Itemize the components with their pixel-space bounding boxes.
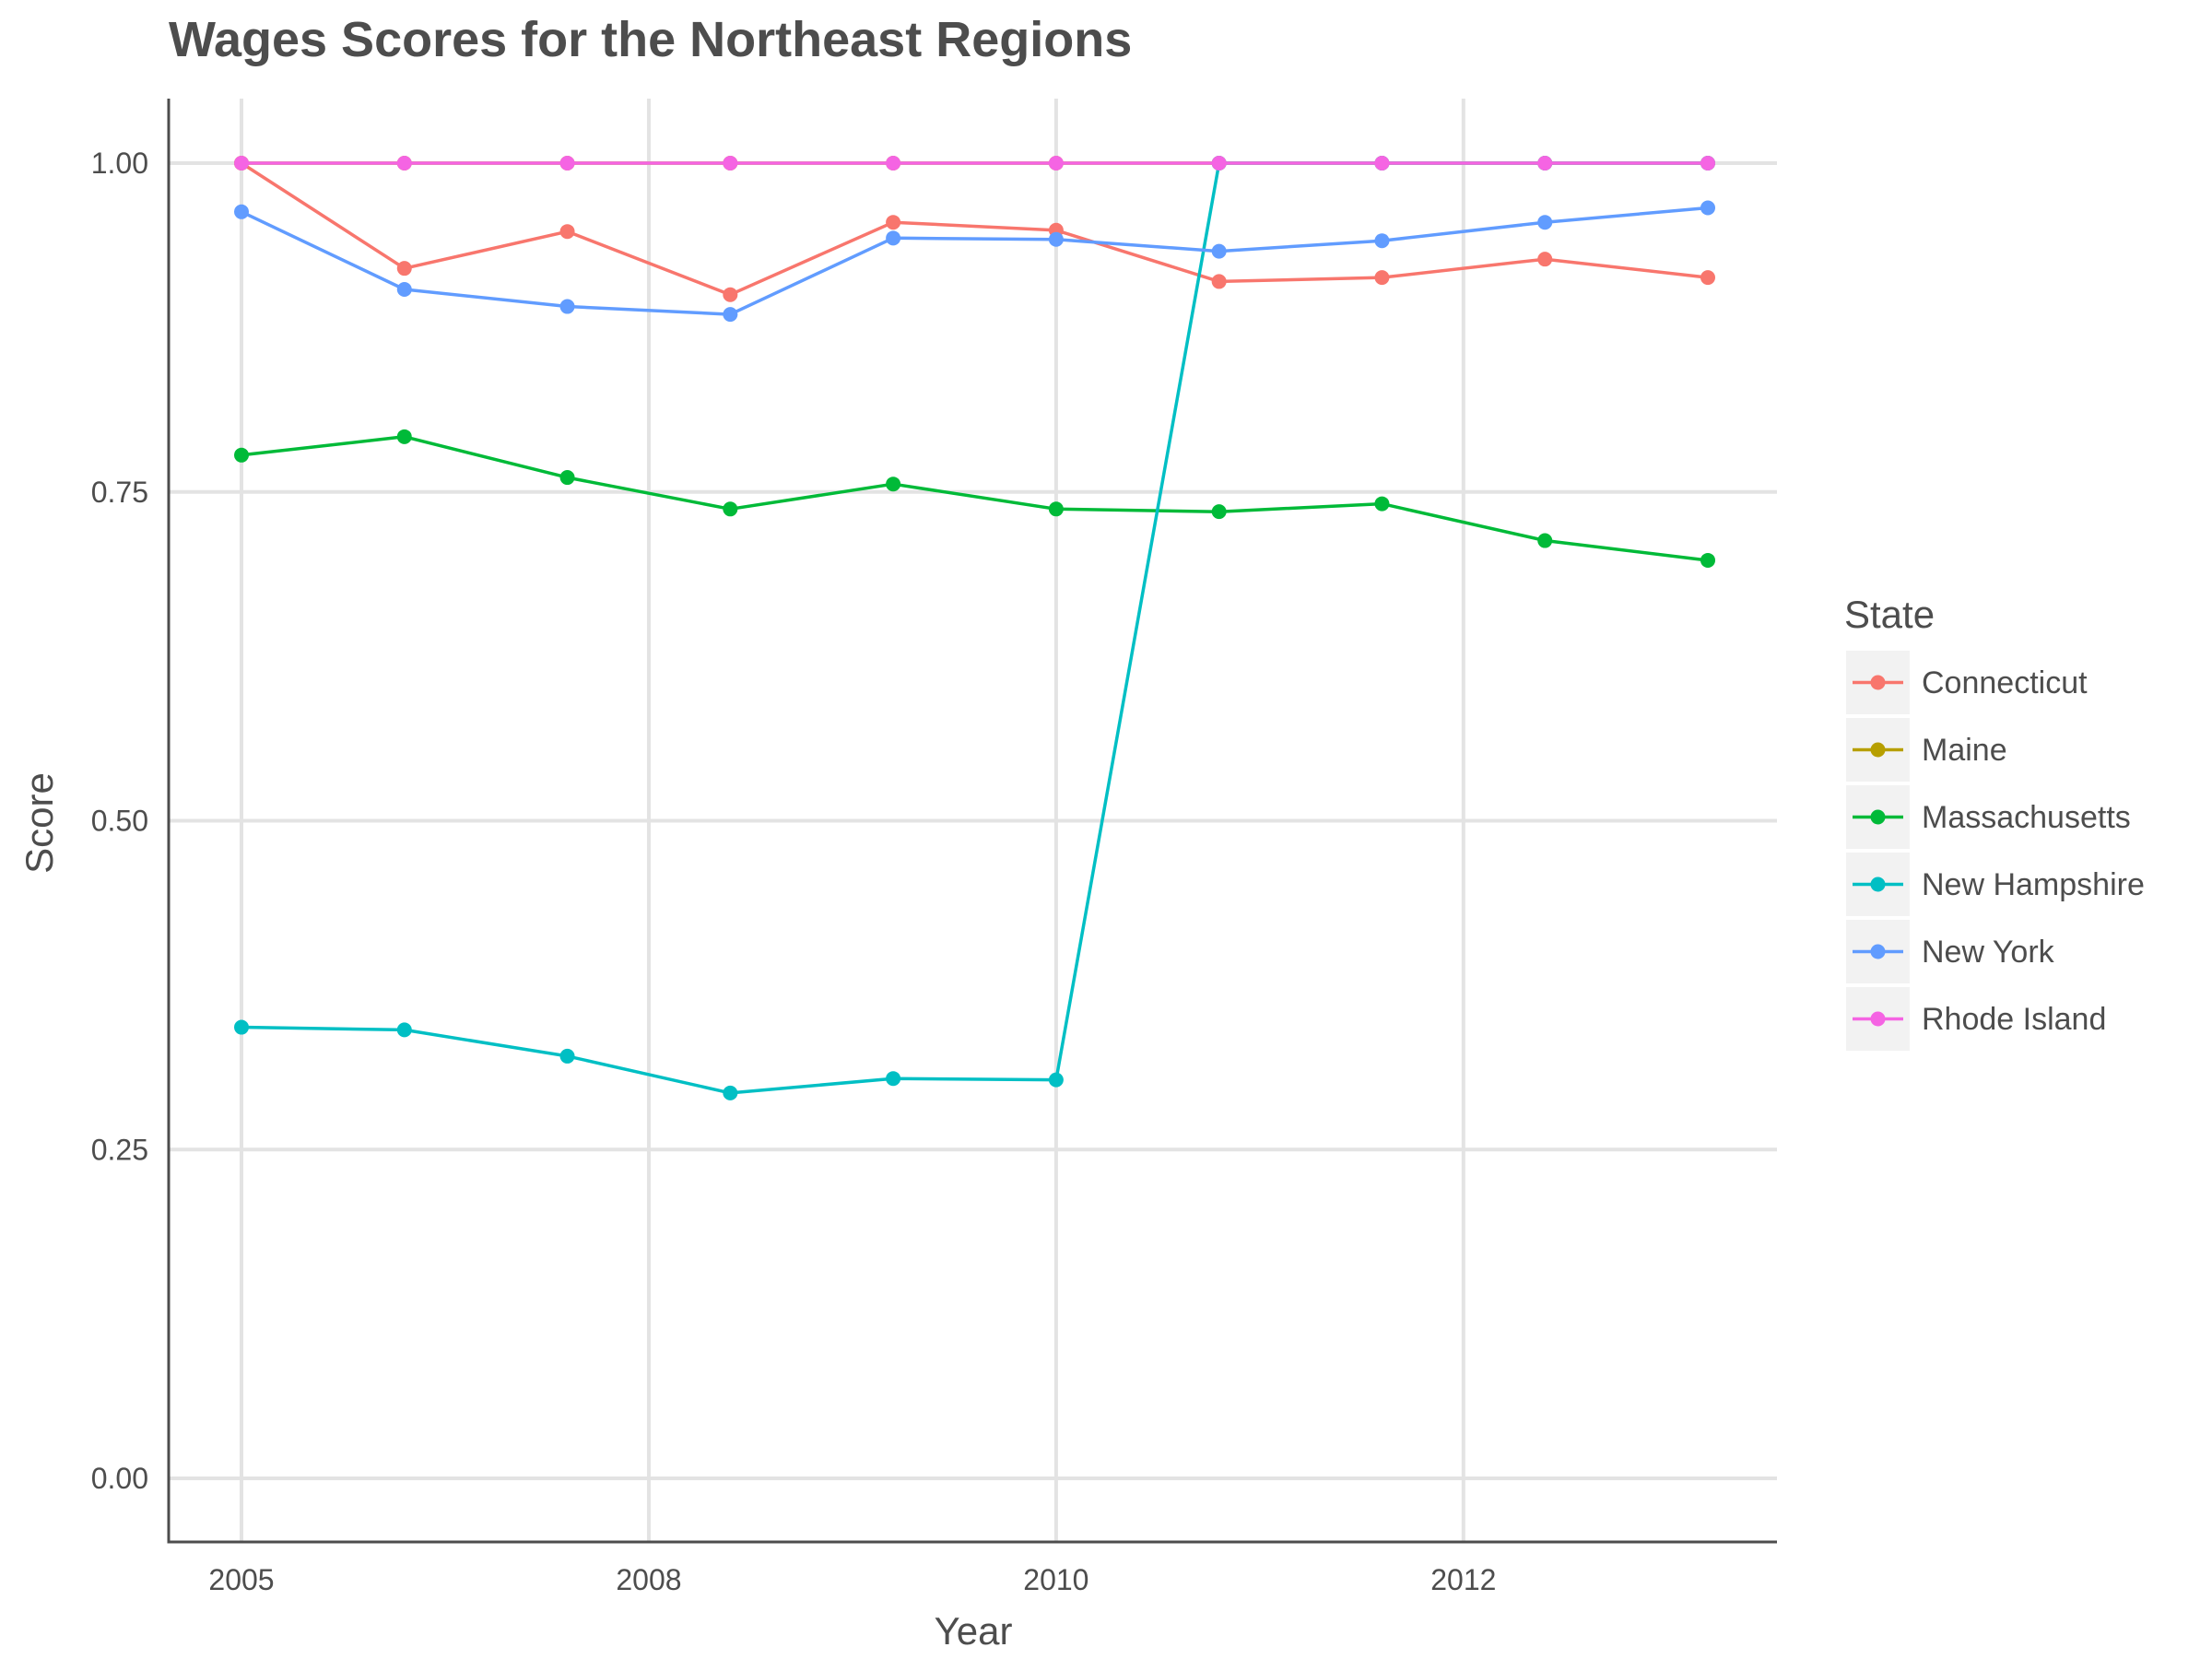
data-point-connecticut-1 <box>396 261 412 276</box>
legend-item-maine: Maine <box>1846 718 2007 782</box>
legend-title: State <box>1844 593 1935 636</box>
legend: State Connecticut Maine Massachusetts New H… <box>1844 593 2145 1051</box>
data-point-massachusetts-4 <box>886 477 901 492</box>
legend-label-new-york: New York <box>1922 935 2055 970</box>
data-point-connecticut-2 <box>559 224 575 240</box>
grid <box>169 99 1777 1542</box>
data-point-new-york-1 <box>396 281 412 297</box>
data-point-massachusetts-7 <box>1374 496 1390 512</box>
data-point-rhode-island-0 <box>234 156 249 171</box>
data-point-rhode-island-5 <box>1048 156 1064 171</box>
series-rhode-island <box>234 156 1715 171</box>
series-line-connecticut <box>241 161 1709 297</box>
legend-item-massachusetts: Massachusetts <box>1846 785 2131 849</box>
legend-item-new-hampshire: New Hampshire <box>1846 853 2145 916</box>
x-tick-label-3: 2012 <box>1430 1563 1496 1596</box>
data-point-new-hampshire-3 <box>723 1085 738 1100</box>
data-point-new-york-6 <box>1211 243 1227 259</box>
data-point-new-york-9 <box>1700 200 1715 216</box>
legend-label-new-hampshire: New Hampshire <box>1922 867 2145 902</box>
data-point-rhode-island-7 <box>1374 156 1390 171</box>
x-axis-title: Year <box>935 1609 1013 1653</box>
series <box>234 156 1715 1100</box>
data-point-new-hampshire-5 <box>1048 1072 1064 1088</box>
data-point-connecticut-4 <box>886 215 901 230</box>
legend-marker-new-york <box>1870 944 1886 959</box>
legend-item-connecticut: Connecticut <box>1846 651 2088 714</box>
series-new-york <box>234 200 1715 323</box>
legend-label-rhode-island: Rhode Island <box>1922 1002 2106 1037</box>
series-new-hampshire <box>234 156 1715 1100</box>
data-point-massachusetts-9 <box>1700 552 1715 568</box>
data-point-massachusetts-0 <box>234 447 249 463</box>
data-point-rhode-island-8 <box>1537 156 1553 171</box>
data-point-rhode-island-4 <box>886 156 901 171</box>
data-point-connecticut-8 <box>1537 252 1553 267</box>
legend-marker-new-hampshire <box>1870 877 1886 892</box>
data-point-connecticut-3 <box>723 287 738 302</box>
chart-title: Wages Scores for the Northeast Regions <box>169 12 1133 67</box>
data-point-new-york-2 <box>559 299 575 314</box>
series-line-massachusetts <box>241 435 1709 562</box>
y-axis-title: Score <box>18 772 61 874</box>
legend-marker-rhode-island <box>1870 1011 1886 1027</box>
legend-label-maine: Maine <box>1922 733 2007 768</box>
series-line-new-york <box>241 206 1709 316</box>
y-tick-label-2: 0.50 <box>91 805 148 838</box>
legend-items: Connecticut Maine Massachusetts New Hampshi… <box>1846 651 2145 1051</box>
data-point-new-york-0 <box>234 204 249 219</box>
data-point-rhode-island-1 <box>396 156 412 171</box>
x-tick-label-0: 2005 <box>208 1563 274 1596</box>
data-point-massachusetts-3 <box>723 501 738 517</box>
legend-label-massachusetts: Massachusetts <box>1922 800 2131 835</box>
x-tick-label-2: 2010 <box>1023 1563 1088 1596</box>
data-point-massachusetts-6 <box>1211 504 1227 520</box>
data-point-new-york-8 <box>1537 215 1553 230</box>
data-point-massachusetts-2 <box>559 470 575 486</box>
x-tick-label-1: 2008 <box>616 1563 681 1596</box>
data-point-massachusetts-1 <box>396 429 412 444</box>
data-point-new-york-3 <box>723 307 738 323</box>
data-point-new-hampshire-0 <box>234 1019 249 1035</box>
legend-marker-massachusetts <box>1870 809 1886 825</box>
legend-marker-maine <box>1870 742 1886 758</box>
data-point-massachusetts-5 <box>1048 501 1064 517</box>
legend-item-rhode-island: Rhode Island <box>1846 987 2106 1051</box>
data-point-connecticut-6 <box>1211 274 1227 289</box>
legend-marker-connecticut <box>1870 675 1886 690</box>
series-massachusetts <box>234 429 1715 568</box>
y-tick-label-3: 0.75 <box>91 476 148 509</box>
y-tick-label-1: 0.25 <box>91 1133 148 1166</box>
legend-item-new-york: New York <box>1846 920 2055 983</box>
data-point-rhode-island-6 <box>1211 156 1227 171</box>
data-point-rhode-island-9 <box>1700 156 1715 171</box>
data-point-massachusetts-8 <box>1537 533 1553 548</box>
data-point-new-hampshire-1 <box>396 1022 412 1038</box>
legend-label-connecticut: Connecticut <box>1922 665 2088 700</box>
data-point-new-york-5 <box>1048 231 1064 247</box>
data-point-rhode-island-2 <box>559 156 575 171</box>
data-point-new-york-7 <box>1374 233 1390 249</box>
series-line-new-hampshire <box>241 161 1708 1095</box>
data-point-connecticut-7 <box>1374 270 1390 286</box>
y-tick-label-0: 0.00 <box>91 1462 148 1495</box>
data-point-connecticut-9 <box>1700 270 1715 286</box>
axes <box>167 99 1777 1544</box>
data-point-new-hampshire-4 <box>886 1071 901 1087</box>
x-tick-labels: 2005 2008 2010 2012 <box>208 1563 1496 1596</box>
y-tick-label-4: 1.00 <box>91 147 148 180</box>
y-tick-labels: 0.00 0.25 0.50 0.75 1.00 <box>91 147 148 1495</box>
data-point-new-york-4 <box>886 230 901 246</box>
data-point-new-hampshire-2 <box>559 1048 575 1064</box>
data-point-rhode-island-3 <box>723 156 738 171</box>
